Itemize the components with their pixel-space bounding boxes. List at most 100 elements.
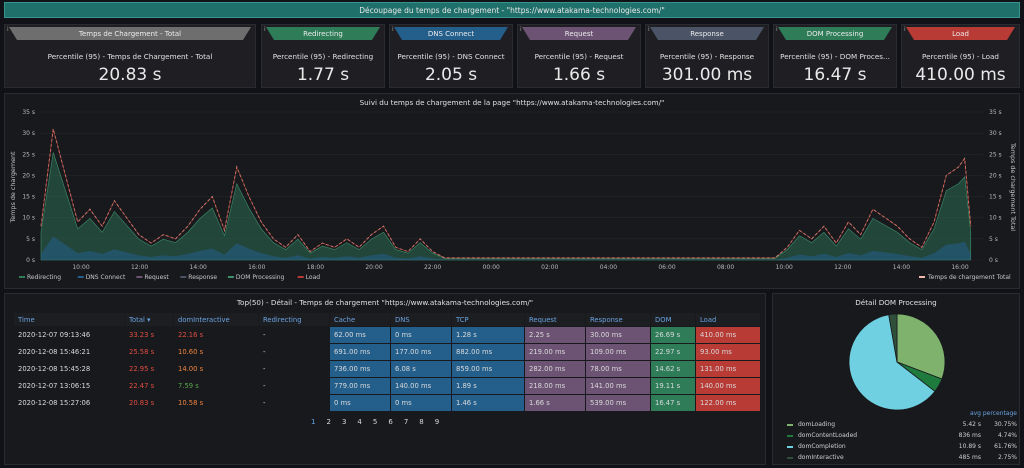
pie-slice[interactable]	[848, 314, 936, 411]
page-link[interactable]: 7	[403, 418, 409, 426]
legend-percentage: 2.75%	[997, 454, 1017, 461]
stat-panel: i Response Percentile (95) - Response 301.0…	[645, 24, 769, 88]
load-line	[40, 128, 972, 259]
table-cell: 10.58 s	[178, 399, 204, 407]
pie-legend-row[interactable]: domCompletion 10.89 s 61.76%	[787, 441, 1017, 452]
page-link[interactable]: 8	[419, 418, 424, 426]
column-header[interactable]: Response	[586, 313, 650, 326]
stat-value: 1.77 s	[296, 65, 350, 85]
y2-tick-label: 5 s	[989, 236, 998, 243]
stat-header-bar[interactable]: Response	[650, 27, 764, 40]
stat-label: Percentile (95) - Load	[922, 52, 999, 61]
column-header[interactable]: Time	[14, 313, 124, 326]
legend-item[interactable]: DNS Connect	[86, 274, 126, 281]
stat-header-bar[interactable]: Load	[906, 27, 1015, 40]
dom-processing-pie	[848, 313, 946, 411]
page-link[interactable]: 3	[341, 418, 347, 426]
table-row[interactable]: 2020-12-07 13:06:15 22.47 s 7.59 s - 779.00 …	[14, 378, 760, 394]
table-cell: 2.25 s	[525, 327, 585, 343]
table-cell: 62.00 ms	[330, 327, 390, 343]
info-icon[interactable]: i	[648, 26, 650, 33]
page-link[interactable]: 2	[326, 418, 331, 426]
stat-header-bar[interactable]: Redirecting	[266, 27, 380, 40]
legend-item[interactable]: Load	[306, 274, 321, 281]
table-row[interactable]: 2020-12-08 15:45:28 22.95 s 14.00 s - 736.00…	[14, 361, 760, 377]
table-cell: 19.11 s	[651, 378, 695, 394]
legend-swatch	[919, 276, 925, 278]
info-icon[interactable]: i	[520, 26, 522, 33]
column-header[interactable]: Redirecting	[259, 313, 329, 326]
stat-header-bar[interactable]: Temps de Chargement - Total	[9, 27, 251, 40]
pie-title: Détail DOM Processing	[855, 298, 937, 307]
table-row[interactable]: 2020-12-08 15:46:21 25.58 s 10.60 s - 691.00…	[14, 344, 760, 360]
y-tick-label: 30 s	[22, 130, 35, 137]
stat-panel: i DOM Processing Percentile (95) - DOM Pro…	[773, 24, 897, 88]
column-header[interactable]: Cache	[330, 313, 390, 326]
table-cell: 2020-12-08 15:46:21	[18, 348, 91, 356]
stat-label: Percentile (95) - Request	[534, 52, 624, 61]
legend-swatch	[180, 276, 187, 278]
legend-swatch	[227, 276, 234, 278]
info-icon[interactable]: i	[392, 26, 394, 33]
legend-col-percentage[interactable]: percentage	[982, 410, 1017, 417]
x-tick-label: 04:00	[600, 264, 617, 271]
table-cell: 859.00 ms	[452, 361, 524, 377]
legend-item[interactable]: DOM Processing	[236, 274, 285, 281]
pie-legend-row[interactable]: domLoading 5.42 s 30.75%	[787, 419, 1017, 430]
info-icon[interactable]: i	[776, 26, 778, 33]
page-link[interactable]: 5	[372, 418, 378, 426]
table-cell: 0 ms	[330, 395, 390, 411]
table-row[interactable]: 2020-12-07 09:13:46 33.23 s 22.16 s - 62.00 …	[14, 327, 760, 343]
pie-legend-row[interactable]: domContentLoaded 836 ms 4.74%	[787, 430, 1017, 441]
column-header[interactable]: DNS	[391, 313, 451, 326]
x-tick-label: 02:00	[541, 264, 558, 271]
table-cell: 109.00 ms	[586, 344, 650, 360]
detail-table-panel: Top(50) - Détail - Temps de chargement "…	[4, 293, 766, 465]
y2-tick-label: 15 s	[989, 194, 1002, 201]
page-link[interactable]: 4	[357, 418, 362, 426]
stat-label: Percentile (95) - Temps de Chargement - …	[47, 52, 213, 61]
info-icon[interactable]: i	[264, 26, 266, 33]
legend-avg: 485 ms	[958, 454, 981, 461]
column-header[interactable]: domInteractive	[174, 313, 258, 326]
page-link[interactable]: 9	[434, 418, 440, 426]
table-cell: 1.66 s	[525, 395, 585, 411]
legend-col-avg[interactable]: avg	[969, 410, 981, 417]
stat-header-bar[interactable]: Request	[522, 27, 636, 40]
stat-panel: i Redirecting Percentile (95) - Redirectin…	[261, 24, 385, 88]
page-link[interactable]: 6	[388, 418, 393, 426]
y-tick-label: 10 s	[22, 215, 35, 222]
table-cell: 6.08 s	[391, 361, 451, 377]
page-link[interactable]: 1	[311, 418, 316, 426]
stat-value: 2.05 s	[424, 65, 478, 85]
stat-header-bar[interactable]: DNS Connect	[394, 27, 508, 40]
pie-slice[interactable]	[888, 313, 898, 363]
column-header[interactable]: DOM	[651, 313, 695, 326]
stat-header-bar[interactable]: DOM Processing	[778, 27, 892, 40]
table-cell: 14.00 s	[178, 365, 204, 373]
legend-item-total[interactable]: Temps de chargement Total	[927, 274, 1011, 281]
x-tick-label: 14:00	[893, 264, 910, 271]
pie-slice[interactable]	[896, 313, 946, 380]
info-icon[interactable]: i	[904, 26, 906, 33]
column-header[interactable]: Request	[525, 313, 585, 326]
dashboard-row-title[interactable]: Découpage du temps de chargement - "http…	[4, 2, 1020, 18]
y-tick-label: 35 s	[22, 109, 35, 116]
column-header[interactable]: TCP	[452, 313, 524, 326]
column-header[interactable]: Total ▾	[125, 313, 173, 326]
detail-table: Time Total ▾ domInteractive Redirecting Cach…	[13, 312, 761, 412]
legend-item[interactable]: Response	[188, 274, 217, 281]
table-title: Top(50) - Détail - Temps de chargement "…	[236, 298, 534, 307]
legend-item[interactable]: Request	[144, 274, 169, 281]
table-row[interactable]: 2020-12-08 15:27:06 20.83 s 10.58 s - 0 ms 0 …	[14, 395, 760, 411]
chart-title: Suivi du temps de chargement de la page …	[359, 98, 665, 107]
dns-connect-area	[41, 236, 971, 260]
y2-tick-label: 20 s	[989, 172, 1002, 179]
y-tick-label: 15 s	[22, 194, 35, 201]
info-icon[interactable]: i	[7, 26, 9, 33]
legend-item[interactable]: Redirecting	[27, 274, 61, 281]
x-tick-label: 20:00	[365, 264, 382, 271]
table-cell: 140.00 ms	[696, 378, 760, 394]
column-header[interactable]: Load	[696, 313, 760, 326]
pie-legend-row[interactable]: domInteractive 485 ms 2.75%	[787, 452, 1017, 463]
